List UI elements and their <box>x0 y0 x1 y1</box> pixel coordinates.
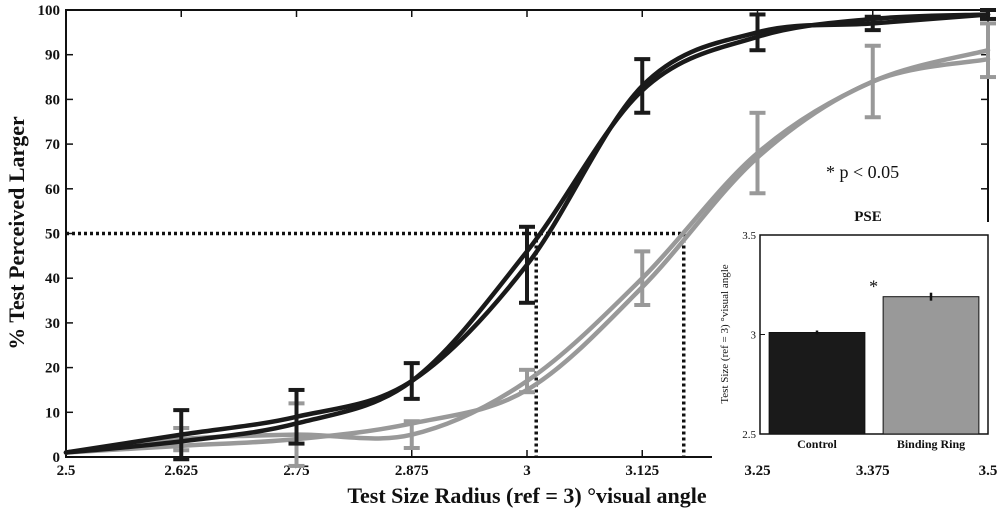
x-tick-label: 3.375 <box>856 463 890 479</box>
inset-title: PSE <box>854 209 882 225</box>
y-tick-label: 20 <box>45 361 60 377</box>
y-tick-label: 80 <box>45 92 60 108</box>
inset-bar-binding-ring <box>882 296 980 435</box>
binding-ring-fit-line <box>63 56 991 455</box>
inset-y-tick-label: 3.5 <box>742 230 756 242</box>
inset-y-tick-label: 2.5 <box>742 429 756 441</box>
x-tick-label: 2.625 <box>164 463 198 479</box>
error-bar <box>634 57 651 115</box>
y-tick-label: 30 <box>45 316 60 332</box>
x-tick-label: 3 <box>523 463 531 479</box>
x-tick-label: 3.5 <box>979 463 998 479</box>
inset-y-tick-label: 3 <box>751 330 757 342</box>
inset-category-label: Binding Ring <box>897 437 965 451</box>
y-tick-label: 100 <box>38 3 61 19</box>
x-tick-label: 3.125 <box>625 463 659 479</box>
y-tick-label: 40 <box>45 271 60 287</box>
error-bar <box>173 408 190 462</box>
y-tick-label: 0 <box>53 450 61 466</box>
significance-annotation: * p < 0.05 <box>826 162 899 182</box>
inset-y-axis-title: Test Size (ref = 3) °visual angle <box>719 264 731 403</box>
y-axis-title: % Test Perceived Larger <box>4 116 29 350</box>
inset-significance-marker: * <box>869 277 878 297</box>
error-bar <box>749 12 766 53</box>
x-tick-label: 2.5 <box>57 463 76 479</box>
inset-bar-control <box>768 332 866 435</box>
error-bar <box>634 249 651 308</box>
y-tick-label: 90 <box>45 48 60 64</box>
x-tick-label: 3.25 <box>744 463 770 479</box>
pse-reference-lines <box>66 231 686 457</box>
inset-category-label: Control <box>797 437 837 451</box>
series-layer <box>63 8 996 468</box>
y-tick-label: 50 <box>45 227 60 243</box>
error-bar <box>980 21 996 80</box>
y-tick-label: 70 <box>45 137 60 153</box>
control-fit-line <box>63 12 991 455</box>
y-tick-label: 60 <box>45 182 60 198</box>
x-axis-title: Test Size Radius (ref = 3) °visual angle <box>347 483 707 508</box>
error-bar <box>519 224 535 305</box>
error-bar <box>288 387 305 446</box>
error-bar <box>749 110 766 196</box>
x-tick-label: 2.875 <box>395 463 429 479</box>
inset-bars-layer: 2.5 3 3.5 Control Binding Ring * <box>742 230 980 451</box>
y-axis-ticks: 0 10 20 30 40 50 60 70 80 90 100 <box>38 3 988 466</box>
y-tick-label: 10 <box>45 405 60 421</box>
